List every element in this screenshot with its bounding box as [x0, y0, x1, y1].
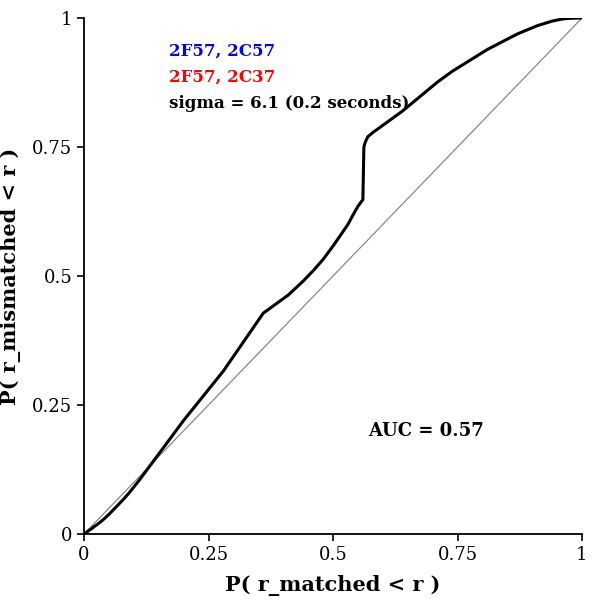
Text: AUC = 0.57: AUC = 0.57 — [368, 422, 484, 440]
Text: 2F57, 2C57: 2F57, 2C57 — [169, 43, 275, 60]
Text: sigma = 6.1 (0.2 seconds): sigma = 6.1 (0.2 seconds) — [169, 95, 409, 112]
Y-axis label: P( r_mismatched < r ): P( r_mismatched < r ) — [0, 148, 21, 404]
Text: 2F57, 2C37: 2F57, 2C37 — [169, 69, 275, 86]
X-axis label: P( r_matched < r ): P( r_matched < r ) — [226, 575, 440, 596]
